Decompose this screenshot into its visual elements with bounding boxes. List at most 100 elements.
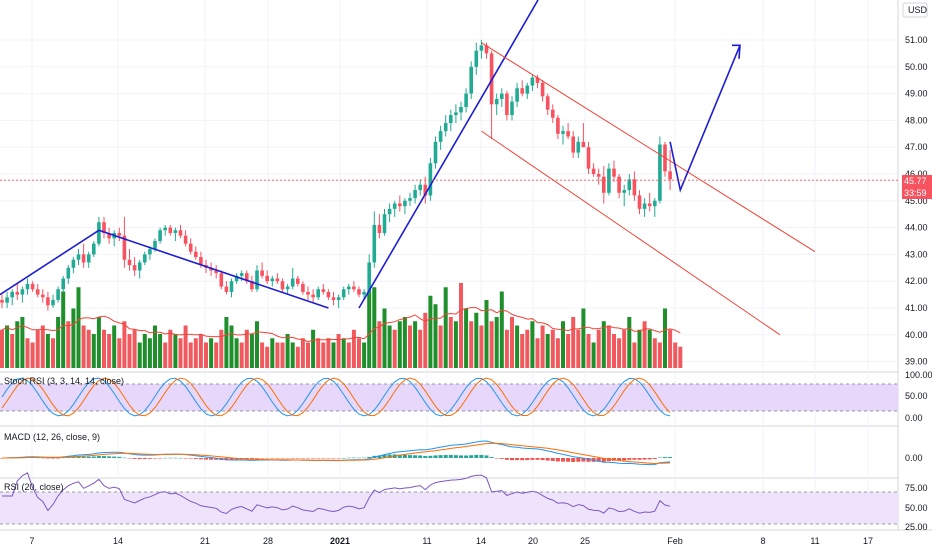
volume-bar bbox=[418, 329, 423, 368]
candle-body bbox=[127, 259, 132, 266]
volume-bar bbox=[112, 325, 117, 368]
macd-histogram-bar bbox=[499, 458, 504, 459]
volume-bar bbox=[316, 338, 321, 368]
macd-histogram-bar bbox=[642, 458, 647, 460]
candle-body bbox=[56, 289, 60, 300]
candle-body bbox=[433, 141, 438, 164]
rsi-tick-label: 25.00 bbox=[905, 522, 928, 532]
volume-bar bbox=[637, 329, 642, 368]
volume-bar bbox=[535, 338, 540, 368]
candle-body bbox=[76, 254, 81, 260]
candle-body bbox=[270, 278, 275, 282]
volume-bar bbox=[520, 334, 525, 368]
volume-bar bbox=[15, 321, 20, 368]
macd-label[interactable]: MACD (12, 26, close, 9) bbox=[4, 432, 100, 442]
macd-histogram-bar bbox=[566, 458, 571, 462]
macd-histogram-bar bbox=[168, 457, 173, 459]
candle-body bbox=[632, 179, 637, 196]
volume-bar bbox=[239, 342, 244, 368]
volume-bar bbox=[198, 334, 203, 368]
volume-bar bbox=[571, 317, 576, 368]
volume-bar bbox=[107, 334, 112, 368]
channel-upper bbox=[481, 42, 816, 253]
volume-bar bbox=[275, 342, 280, 368]
macd-histogram-bar bbox=[316, 458, 321, 459]
currency-label: USD bbox=[908, 5, 928, 15]
candle-body bbox=[515, 88, 519, 102]
candle-body bbox=[642, 203, 647, 209]
macd-histogram-bar bbox=[515, 458, 520, 461]
candle-body bbox=[97, 222, 101, 244]
macd-histogram-bar bbox=[295, 458, 300, 459]
price-tick-label: 40.00 bbox=[905, 330, 928, 340]
candle-body bbox=[25, 283, 30, 290]
volume-bar bbox=[178, 338, 183, 368]
candle-body bbox=[551, 109, 555, 118]
macd-histogram-bar bbox=[71, 456, 76, 458]
macd-histogram-bar bbox=[596, 458, 601, 462]
macd-histogram-bar bbox=[341, 457, 346, 459]
macd-histogram-bar bbox=[453, 455, 458, 458]
candle-body bbox=[46, 297, 50, 306]
candle-body bbox=[51, 299, 55, 306]
candle-body bbox=[479, 45, 484, 51]
candle-body bbox=[331, 297, 336, 300]
macd-histogram-bar bbox=[657, 457, 662, 459]
volume-bar bbox=[168, 329, 173, 368]
macd-histogram-bar bbox=[61, 457, 66, 459]
volume-bar bbox=[657, 342, 662, 368]
macd-histogram-bar bbox=[617, 458, 622, 461]
volume-bar bbox=[122, 321, 127, 368]
candle-body bbox=[132, 265, 137, 271]
candle-body bbox=[637, 195, 642, 209]
stoch-tick-label: 50.00 bbox=[905, 391, 928, 401]
currency-badge[interactable]: USD bbox=[902, 2, 928, 18]
candle-body bbox=[658, 144, 662, 201]
candle-body bbox=[454, 112, 458, 116]
candle-body bbox=[367, 262, 371, 292]
volume-bar bbox=[331, 342, 336, 368]
volume-bar bbox=[413, 321, 418, 368]
candle-body bbox=[571, 136, 575, 153]
countdown-label: 33:59 bbox=[904, 188, 927, 198]
candle-body bbox=[428, 163, 433, 196]
candle-body bbox=[326, 291, 331, 298]
rsi-tick-label: 75.00 bbox=[905, 483, 928, 493]
candle-body bbox=[576, 141, 581, 153]
candle-body bbox=[540, 82, 545, 97]
volume-bar bbox=[673, 342, 678, 368]
macd-histogram-bar bbox=[321, 458, 326, 459]
rsi-label[interactable]: RSI (20, close) bbox=[4, 482, 64, 492]
stoch-rsi-label[interactable]: Stoch RSI (3, 3, 14, 14, close) bbox=[4, 376, 124, 386]
candle-body bbox=[494, 98, 499, 105]
macd-histogram-bar bbox=[209, 458, 214, 460]
stoch-tick-label: 100.00 bbox=[905, 370, 932, 380]
candle-body bbox=[627, 179, 632, 191]
macd-tick-label: 0.00 bbox=[905, 453, 923, 463]
volume-bar bbox=[408, 325, 412, 368]
volume-bar bbox=[591, 342, 596, 368]
volume-bar bbox=[622, 329, 627, 368]
volume-bar bbox=[193, 338, 198, 368]
candle-body bbox=[122, 235, 127, 260]
volume-bar bbox=[581, 308, 586, 368]
price-axis: 51.00 50.00 49.00 48.00 47.00 46.00 45.00 44.00… bbox=[905, 35, 932, 532]
macd-histogram-bar bbox=[336, 458, 341, 459]
macd-histogram-bar bbox=[397, 454, 402, 458]
candle-body bbox=[117, 232, 122, 236]
price-tick-label: 43.00 bbox=[905, 249, 928, 259]
candle-body bbox=[372, 224, 377, 263]
macd-histogram-bar bbox=[326, 458, 331, 459]
volume-bar bbox=[642, 321, 647, 368]
macd-histogram-bar bbox=[280, 458, 285, 459]
volume-bar bbox=[147, 338, 152, 368]
volume-bar bbox=[76, 287, 81, 368]
volume-bar bbox=[295, 346, 300, 368]
macd-histogram-bar bbox=[260, 458, 265, 459]
candle-body bbox=[143, 254, 147, 263]
volume-bar bbox=[494, 317, 499, 368]
candle-body bbox=[280, 281, 285, 290]
volume-bar bbox=[627, 317, 632, 368]
candle-body bbox=[290, 278, 295, 287]
